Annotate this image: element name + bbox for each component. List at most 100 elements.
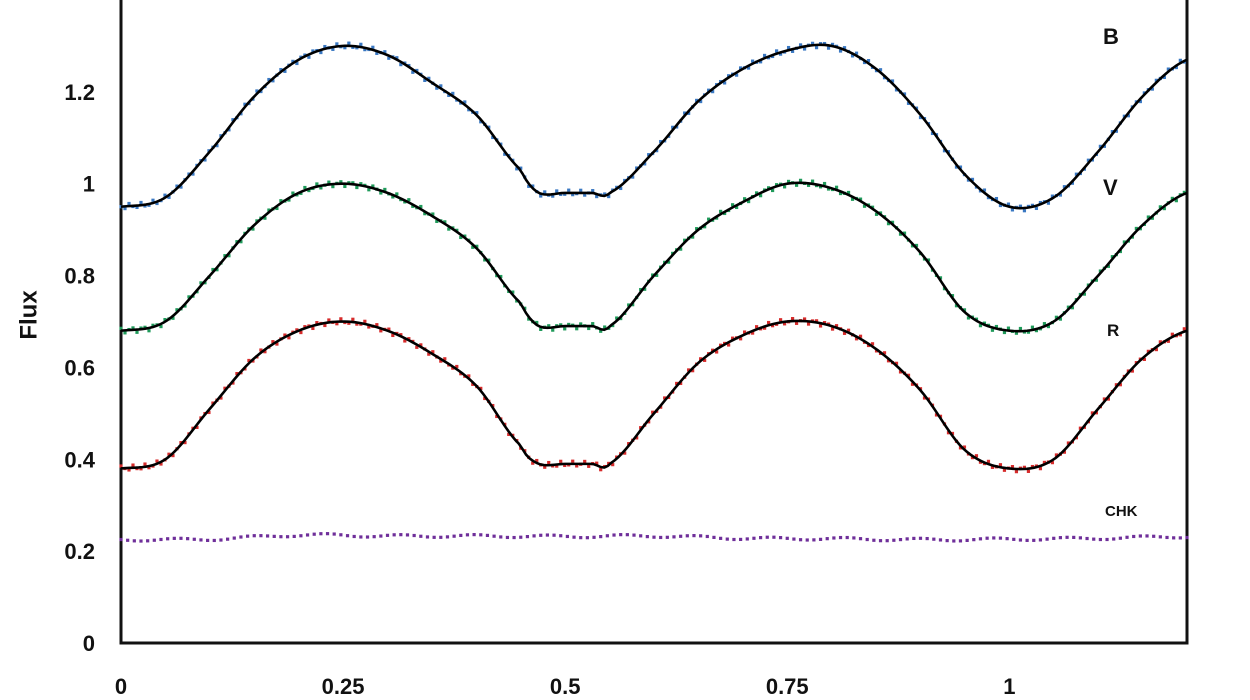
series-v-point (990, 328, 995, 332)
series-r-point (235, 371, 239, 376)
series-b-point (179, 185, 183, 189)
series-r-point (599, 468, 603, 472)
series-b-point (231, 118, 235, 122)
series-r-point (727, 343, 731, 347)
series-b-point (359, 42, 363, 46)
series-r-point (1054, 453, 1059, 457)
series-chk-point (745, 537, 749, 541)
series-chk-point (998, 536, 1003, 540)
series-r-point (974, 454, 979, 458)
series-chk-point (219, 538, 223, 542)
series-b-point (435, 86, 439, 90)
y-axis-ticks: 0 0.2 0.4 0.6 0.8 1 1.2 (64, 80, 95, 656)
series-v-point (471, 245, 475, 249)
series-r-point (846, 328, 851, 332)
series-b-point (1070, 181, 1075, 185)
series-b-point (447, 93, 451, 97)
series-v-point (962, 308, 967, 312)
series-b-point (607, 194, 611, 199)
series-v-point (818, 185, 823, 189)
series-b-point (395, 56, 399, 60)
series-v-point (411, 204, 415, 208)
series-r-point (1050, 461, 1055, 465)
series-b-point (986, 196, 991, 200)
series-v-point (1158, 205, 1162, 209)
series-v-point (735, 205, 739, 210)
series-chk-point (279, 535, 283, 539)
series-r-point (315, 321, 319, 325)
x-tick-label: 0.25 (322, 674, 365, 699)
series-r-point (367, 325, 371, 329)
series-b-point (463, 100, 467, 104)
series-b-point (695, 98, 699, 103)
series-chk-point (359, 535, 363, 539)
series-v-point (603, 325, 607, 329)
series-v-point (135, 330, 139, 334)
series-chk-point (972, 538, 976, 542)
series-b-point (267, 77, 271, 82)
series-b-point (595, 194, 599, 199)
series-v-point (171, 316, 175, 320)
series-chk-point (759, 536, 763, 540)
series-b-point (635, 166, 639, 170)
series-r-point (719, 343, 723, 347)
series-b-point (451, 91, 455, 96)
series-r-point (275, 342, 279, 346)
series-r-point (303, 325, 307, 329)
series-r-point (543, 465, 547, 469)
series-b-point (423, 78, 427, 83)
series-chk-point (978, 537, 983, 541)
series-b-point (335, 42, 339, 46)
series-b-point (838, 49, 843, 53)
series-chk-point (186, 537, 190, 541)
series-b-point (711, 90, 715, 94)
series-b-point (527, 184, 531, 188)
series-v-point (1042, 322, 1047, 326)
series-r-point (351, 317, 355, 321)
series-v-point (615, 316, 619, 320)
series-chk-point (239, 535, 243, 539)
series-b-point (826, 46, 831, 50)
series-chk-point (818, 537, 823, 541)
series-r-point (431, 350, 435, 354)
series-b-point (1098, 144, 1102, 148)
series-v-point (759, 194, 763, 198)
series-chk-point (838, 535, 843, 540)
series-chk-point (905, 537, 909, 541)
series-v-point (459, 235, 463, 240)
series-b-point (331, 47, 335, 51)
series-chk-point (872, 538, 876, 542)
series-chk-point (1065, 535, 1069, 539)
series-v-point (275, 206, 279, 211)
series-chk-point (985, 536, 989, 540)
series-label-v: V (1103, 175, 1118, 200)
series-b-point (954, 165, 959, 169)
series-r-point (183, 440, 187, 445)
series-v-point (982, 321, 987, 325)
series-r-point (531, 461, 535, 465)
series-v-point (1034, 329, 1039, 333)
series-b-point (906, 101, 911, 105)
series-chk-point (545, 533, 549, 537)
series-chk-point (472, 533, 476, 537)
series-v-point (743, 197, 747, 201)
series-r-point (563, 463, 567, 468)
series-chk-point (412, 533, 416, 538)
series-b-point (1166, 67, 1170, 71)
series-b-point (255, 89, 259, 93)
series-v-point (315, 182, 319, 186)
series-chk-point (1018, 538, 1023, 542)
series-v-point (1014, 331, 1019, 335)
series-b-model-curve (120, 43, 1188, 210)
series-v-point (1018, 326, 1023, 331)
series-r-point (766, 320, 771, 325)
series-b-point (411, 70, 415, 74)
series-chk-point (685, 534, 689, 538)
series-r-point (283, 333, 287, 337)
series-v-point (559, 323, 563, 327)
series-v-point (327, 180, 331, 184)
series-r-point (755, 325, 759, 329)
series-r-point (495, 414, 499, 419)
series-chk-point (479, 533, 483, 537)
series-v-point (251, 227, 255, 231)
